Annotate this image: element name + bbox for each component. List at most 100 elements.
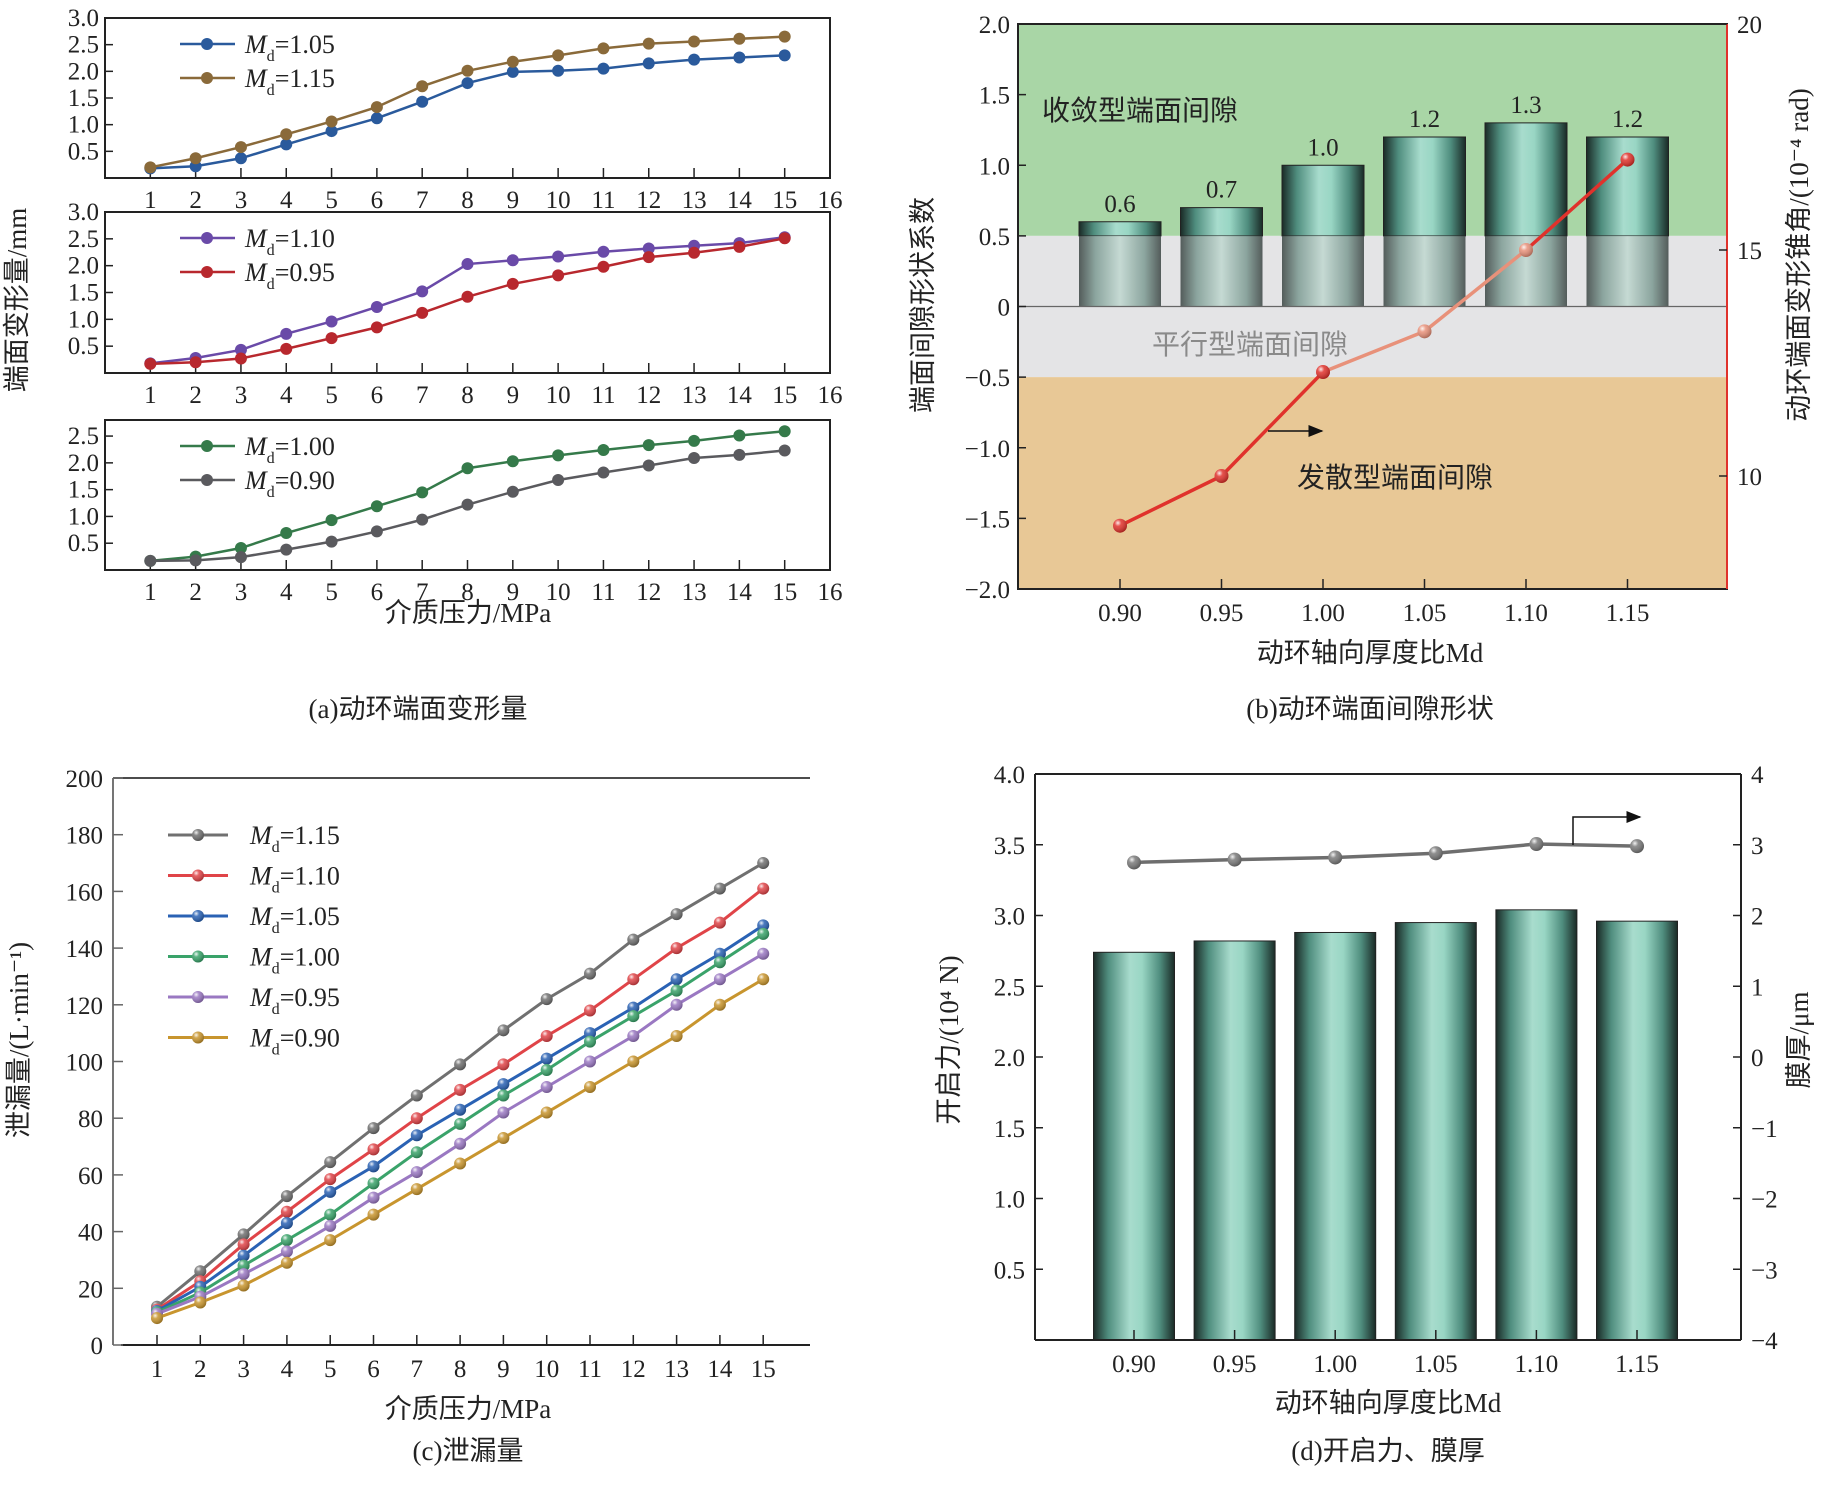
data-point-1.00-shine — [410, 1146, 423, 1159]
data-point-0.95-shine — [280, 1245, 293, 1258]
x-tick-label: 5 — [325, 382, 338, 409]
film-thickness-point-shine — [1428, 846, 1443, 861]
data-point-1.05 — [370, 112, 383, 125]
data-point-0.95 — [597, 260, 610, 273]
y2-tick-label: 2 — [1751, 904, 1764, 931]
y-axis-label: 开启力/(10⁴ N) — [934, 955, 964, 1124]
y-tick-label: 2.0 — [68, 58, 99, 85]
data-point-1.00-shine — [670, 984, 683, 997]
y2-tick-label: 3 — [1751, 833, 1764, 860]
x-tick-label: 2 — [189, 579, 202, 606]
data-point-1.15-shine — [627, 933, 640, 946]
legend-marker-1.15-shine — [192, 829, 204, 841]
y-tick-label: 2.0 — [68, 253, 99, 280]
data-point-1.05 — [733, 51, 746, 64]
y2-tick-label: 1 — [1751, 974, 1764, 1001]
y-tick-label: 0.5 — [994, 1257, 1025, 1284]
legend-marker-0.90-shine — [192, 1031, 204, 1044]
x-tick-label: 9 — [507, 187, 520, 214]
x-tick-label: 7 — [416, 382, 429, 409]
data-point-1.05 — [688, 53, 701, 66]
line-point-shine — [1214, 469, 1229, 483]
data-point-1.05-shine — [584, 1027, 596, 1040]
data-point-1.10-shine — [540, 1029, 553, 1042]
data-point-1.10-shine — [237, 1238, 250, 1251]
x-tick-label: 0.95 — [1213, 1351, 1257, 1378]
data-point-1.15 — [189, 152, 202, 165]
data-point-1.15 — [144, 161, 157, 174]
legend-marker-0.95 — [201, 266, 213, 278]
bar-value-label: 0.6 — [1104, 191, 1135, 218]
y-tick-label: 1.0 — [994, 1187, 1025, 1214]
x-tick-label: 4 — [280, 382, 293, 409]
data-point-0.95 — [733, 240, 746, 253]
line-segment — [1423, 248, 1528, 333]
data-point-1.00 — [370, 500, 383, 513]
data-point-1.05 — [234, 152, 247, 165]
bar-value-label: 1.0 — [1307, 134, 1338, 161]
y-tick-label: −2.0 — [965, 577, 1010, 604]
x-tick-label: 13 — [682, 382, 707, 409]
x-tick-label: 13 — [682, 187, 707, 214]
x-tick-label: 7 — [416, 187, 429, 214]
data-point-0.90-shine — [237, 1279, 250, 1292]
x-tick-label: 14 — [707, 1356, 733, 1383]
y-tick-label: 1.0 — [68, 503, 99, 530]
data-point-0.95-shine — [497, 1106, 510, 1119]
x-axis-label: 动环轴向厚度比Md — [1257, 638, 1484, 668]
data-point-1.15 — [552, 49, 565, 62]
line-segment — [1524, 158, 1629, 252]
x-tick-label: 16 — [818, 579, 843, 606]
data-point-1.15 — [688, 35, 701, 48]
data-point-1.10-shine — [410, 1112, 423, 1125]
data-point-0.90 — [552, 474, 565, 486]
data-point-0.95 — [778, 232, 791, 245]
y-tick-label: 3.0 — [994, 904, 1025, 931]
legend-label-1.00: Md=1.00 — [244, 432, 335, 467]
x-tick-label: 14 — [727, 382, 753, 409]
y-tick-label: 80 — [78, 1106, 103, 1133]
data-point-1.15 — [370, 101, 383, 114]
data-point-0.90 — [461, 498, 474, 511]
x-tick-label: 11 — [591, 187, 615, 214]
film-thickness-line — [1133, 842, 1638, 865]
x-tick-label: 0.90 — [1112, 1351, 1156, 1378]
x-tick-label: 1 — [144, 382, 157, 409]
bar-value-label: 0.7 — [1206, 177, 1237, 204]
data-point-1.05-shine — [454, 1103, 467, 1116]
data-point-1.10-shine — [757, 882, 770, 895]
data-point-1.05-shine — [757, 919, 770, 932]
y-tick-label: 1.5 — [979, 83, 1010, 110]
y-tick-label: 0.5 — [68, 530, 99, 557]
data-point-1.00 — [778, 425, 791, 438]
x-tick-label: 1.15 — [1606, 600, 1650, 627]
y-tick-label: 2.0 — [994, 1045, 1025, 1072]
x-tick-label: 1.10 — [1504, 600, 1548, 627]
data-point-1.15-shine — [454, 1058, 467, 1071]
data-point-0.90 — [189, 554, 202, 567]
x-tick-label: 3 — [235, 579, 248, 606]
y-tick-label: 1.5 — [68, 477, 99, 504]
x-tick-label: 9 — [507, 579, 520, 606]
data-point-0.90-shine — [324, 1234, 337, 1247]
x-tick-label: 15 — [772, 579, 797, 606]
y-tick-label: 1.5 — [68, 280, 99, 307]
bar — [1294, 931, 1377, 1341]
data-point-1.05-shine — [410, 1129, 423, 1142]
bar — [1383, 136, 1466, 237]
y-tick-label: 1.5 — [68, 85, 99, 112]
data-point-1.00-shine — [757, 927, 770, 940]
x-tick-label: 9 — [497, 1356, 510, 1383]
data-point-0.95-shine — [540, 1081, 553, 1094]
data-point-0.90 — [733, 448, 746, 461]
data-point-1.15-shine — [713, 882, 726, 895]
y-tick-label: 0 — [91, 1333, 104, 1360]
x-tick-label: 16 — [818, 187, 843, 214]
data-point-1.05-shine — [237, 1249, 250, 1262]
y-tick-label: 3.0 — [68, 199, 99, 226]
y-tick-label: 60 — [78, 1163, 103, 1190]
data-point-1.15-shine — [584, 967, 596, 980]
data-point-1.10-shine — [367, 1143, 380, 1156]
data-point-1.10 — [597, 245, 610, 258]
